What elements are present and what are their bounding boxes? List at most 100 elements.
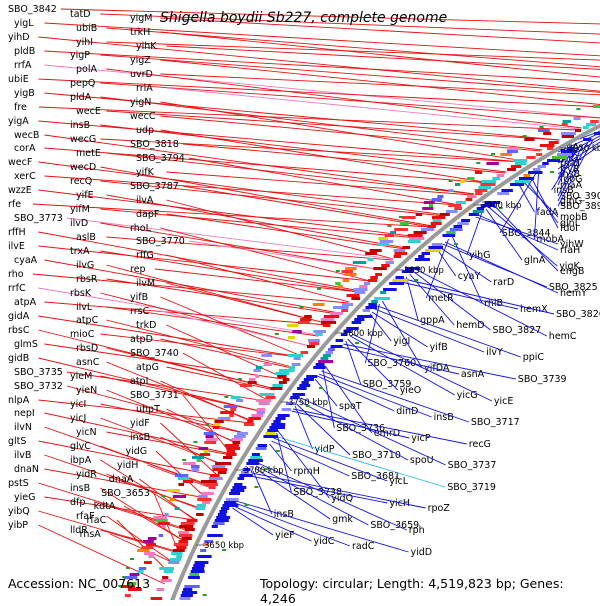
outer-feature-block [400, 222, 409, 225]
outer-feature-block [300, 318, 311, 321]
outer-feature-block [563, 120, 571, 123]
gene-label: yidD [411, 547, 433, 558]
reverse-gene-block [189, 573, 199, 576]
reverse-gene-block [515, 180, 531, 183]
gene-label: tatD [70, 9, 91, 20]
gene-leader-line [106, 111, 559, 140]
feature-dot [130, 558, 134, 560]
reverse-gene-block [354, 318, 364, 321]
gene-label: SBO_3731 [130, 390, 179, 401]
gene-label: yibP [8, 520, 28, 531]
forward-gene-block [478, 186, 491, 189]
forward-gene-block [197, 498, 211, 501]
feature-dot [540, 126, 544, 128]
gene-label: gltS [8, 436, 26, 447]
forward-gene-block [333, 306, 349, 309]
gene-leader-line [44, 93, 559, 140]
gene-label: mioC [70, 329, 95, 340]
forward-gene-block [275, 372, 289, 375]
reverse-gene-block [510, 183, 524, 186]
forward-gene-block [492, 177, 500, 180]
forward-gene-block [257, 408, 266, 411]
gene-label: SBO_3773 [14, 213, 63, 224]
outer-feature-block [432, 198, 442, 201]
feature-dot [182, 459, 186, 461]
forward-gene-block [354, 291, 365, 294]
feature-dot [454, 243, 458, 245]
gene-label: SBO_3827 [493, 325, 542, 336]
outer-feature-block [380, 240, 394, 243]
gene-label: recQ [70, 176, 92, 187]
gene-label: engB [560, 266, 584, 277]
reverse-gene-block [248, 459, 263, 462]
outer-feature-block [437, 195, 443, 198]
feature-dot [355, 342, 359, 344]
gene-leader-line [406, 277, 418, 320]
gene-label: rbsR [76, 274, 98, 285]
forward-gene-block [178, 531, 189, 534]
feature-dot [319, 387, 323, 389]
forward-gene-block [187, 519, 198, 522]
gene-label: atpC [76, 315, 99, 326]
reverse-gene-block [263, 435, 278, 438]
outer-feature-block [370, 249, 382, 252]
reverse-gene-block [425, 249, 441, 252]
gene-label: asnC [76, 357, 100, 368]
reverse-gene-block [192, 567, 204, 570]
gene-label: wecD [70, 162, 96, 173]
outer-feature-block [215, 420, 224, 423]
reverse-gene-block [218, 513, 227, 516]
outer-feature-block [156, 519, 168, 522]
outer-feature-block [236, 399, 243, 402]
reverse-gene-block [443, 234, 456, 237]
outer-feature-block [264, 363, 273, 366]
forward-gene-block [497, 174, 505, 177]
forward-gene-block [314, 330, 327, 333]
reverse-gene-block [583, 138, 591, 141]
gene-label: fre [14, 102, 27, 113]
gene-label: yicJ [70, 413, 86, 424]
forward-gene-block [179, 540, 189, 543]
outer-feature-block [153, 516, 167, 519]
reverse-gene-block [304, 378, 314, 381]
feature-dot [388, 225, 392, 227]
gene-label: SBO_3842 [8, 4, 57, 15]
reverse-gene-block [232, 486, 246, 489]
forward-gene-block [466, 198, 473, 201]
forward-gene-block [198, 495, 208, 498]
forward-gene-block [218, 471, 227, 474]
reverse-gene-block [224, 501, 236, 504]
outer-feature-block [304, 315, 312, 318]
gene-label: SBO_3732 [14, 381, 63, 392]
reverse-gene-block [267, 429, 278, 432]
outer-feature-block [143, 540, 154, 543]
gene-label: SBO_3717 [471, 417, 520, 428]
feature-dot [491, 153, 495, 155]
reverse-gene-block [219, 510, 227, 513]
outer-feature-block [593, 105, 600, 108]
outer-feature-block [167, 489, 180, 492]
reverse-gene-block [197, 555, 211, 558]
outer-feature-block [486, 162, 498, 165]
reverse-gene-block [271, 423, 285, 426]
gene-label: gppA [420, 315, 445, 326]
gene-label: wecC [130, 111, 156, 122]
gene-label: yifE [76, 190, 94, 201]
forward-gene-block [347, 294, 360, 297]
forward-gene-block [171, 552, 182, 555]
outer-feature-block [141, 546, 153, 549]
reverse-gene-block [293, 393, 305, 396]
outer-feature-block [261, 354, 272, 357]
outer-feature-block [159, 534, 163, 537]
gene-label: glmS [14, 339, 38, 350]
gene-label: ilvG [76, 260, 94, 271]
gene-label: SBO_3892 [560, 201, 600, 212]
forward-gene-block [279, 381, 287, 384]
forward-gene-block [270, 387, 282, 390]
gene-label: wecB [14, 130, 39, 141]
outer-feature-block [170, 498, 175, 501]
forward-gene-block [176, 555, 182, 558]
gene-label: ilvE [8, 241, 25, 252]
reverse-gene-block [457, 222, 468, 225]
outer-feature-block [240, 384, 252, 387]
